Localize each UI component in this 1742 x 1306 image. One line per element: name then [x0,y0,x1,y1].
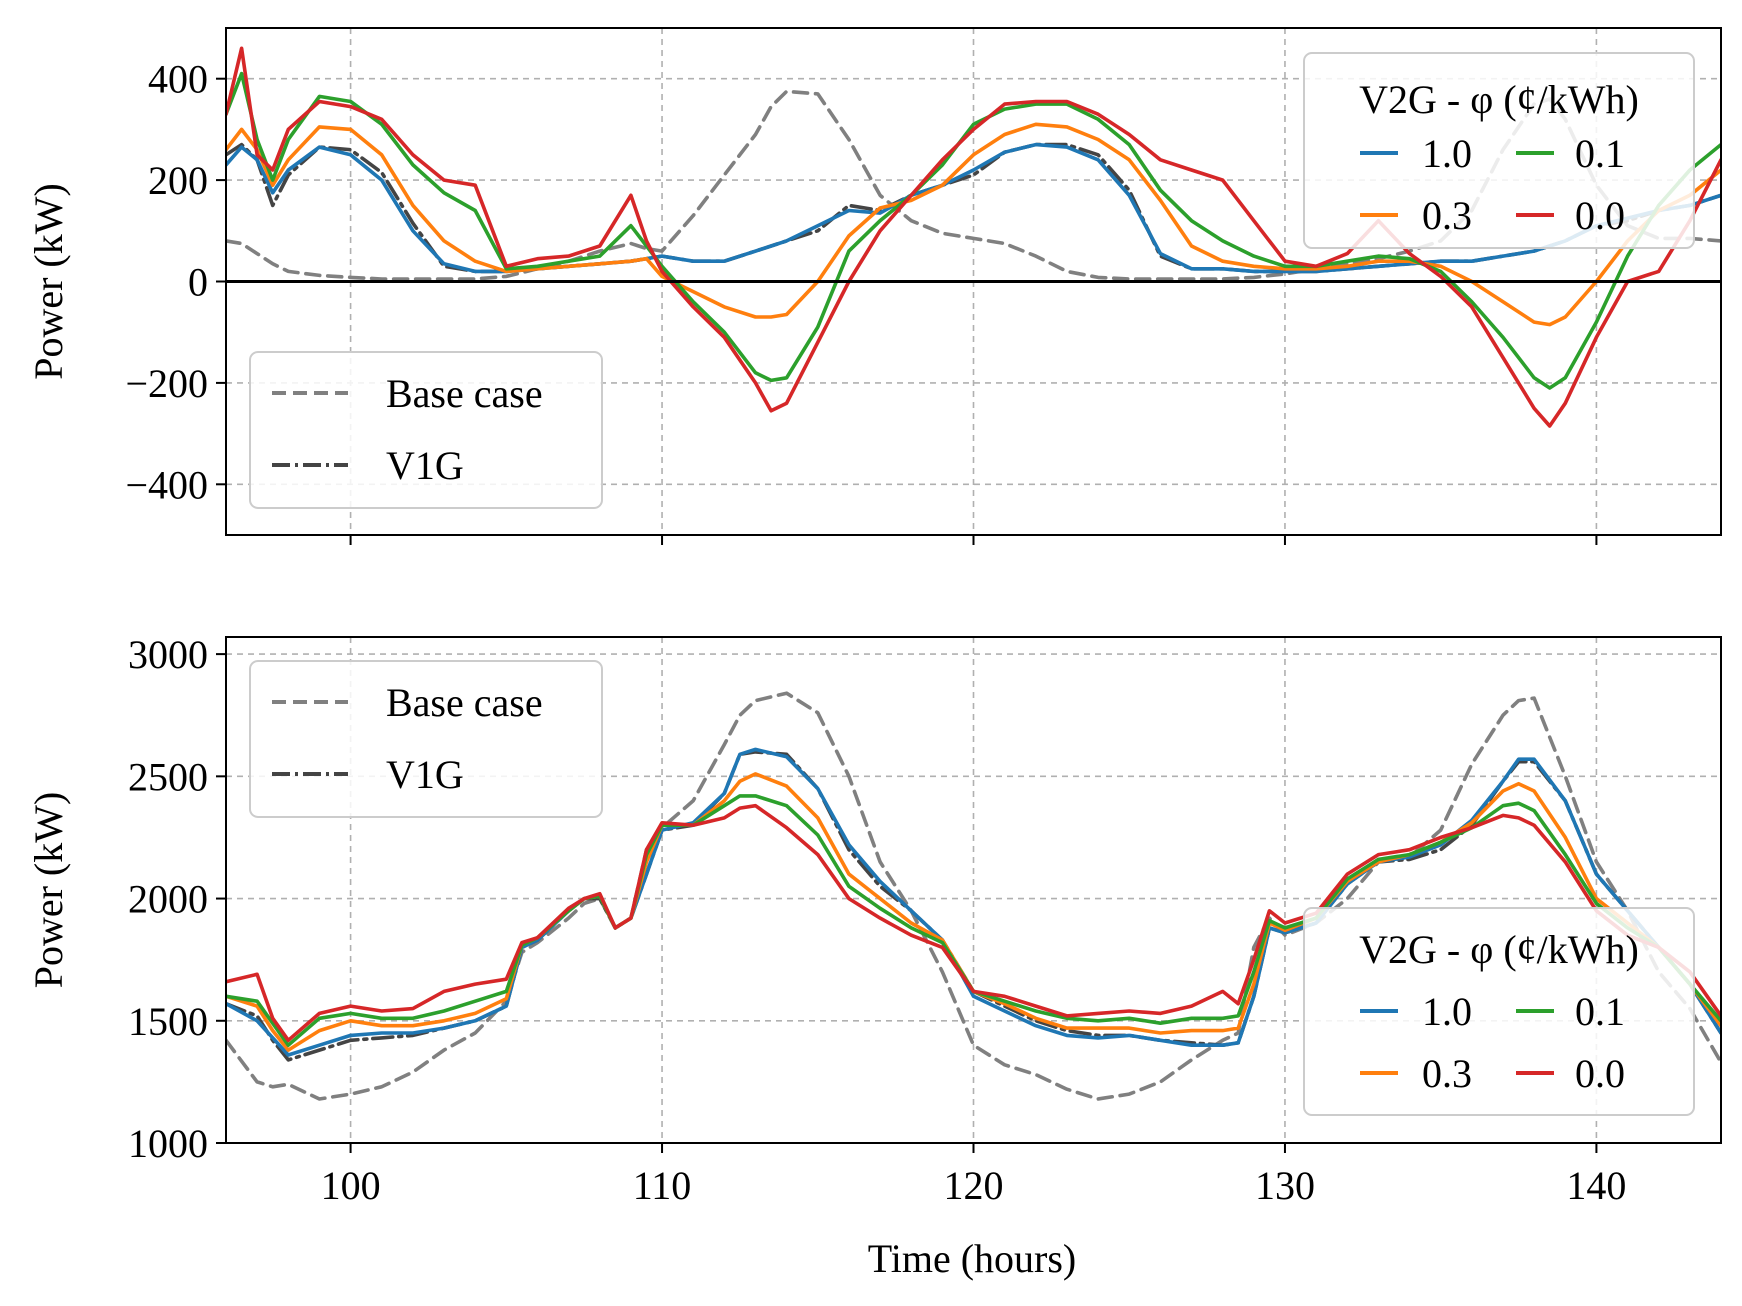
top-style-legend: Base case V1G [249,351,603,509]
legend-phi-1-0-label: 1.0 [1422,131,1472,176]
legend-phi-0-0-label: 0.0 [1575,1051,1625,1096]
top-ticks: −400 −200 0 200 400 [125,57,1598,545]
x-axis-label: Time (hours) [868,1236,1077,1281]
bottom-x-tick-label: 140 [1566,1163,1626,1208]
legend-phi-0-0-label: 0.0 [1575,193,1625,238]
bottom-series [226,691,1721,1101]
bottom-style-legend: Base case V1G [249,660,603,818]
legend-base-case-label: Base case [386,371,543,416]
top-y-tick-label: −200 [125,361,208,406]
top-y-tick-label: 200 [148,158,208,203]
top-v2g-legend: V2G - φ (¢/kWh) 1.0 0.3 0.1 0.0 [1303,52,1695,249]
bottom-y-axis-label: Power (kW) [26,792,71,989]
bottom-y-tick-label: 2000 [128,877,208,922]
legend-v1g-label: V1G [386,752,464,797]
legend-phi-0-1-label: 0.1 [1575,131,1625,176]
bottom-ticks: 100 110 120 130 140 1000 1500 2000 2500 3000 [128,632,1626,1208]
bottom-x-tick-label: 120 [944,1163,1004,1208]
legend-v2g-title: V2G - φ (¢/kWh) [1359,77,1639,122]
top-v2g-legend-box [1303,52,1695,249]
legend-v2g-title: V2G - φ (¢/kWh) [1359,927,1639,972]
legend-phi-0-3-label: 0.3 [1422,193,1472,238]
bottom-y-tick-label: 1000 [128,1121,208,1166]
legend-base-case-label: Base case [386,680,543,725]
top-y-axis-label: Power (kW) [26,183,71,380]
bottom-series-0-1 [226,794,1721,1047]
bottom-x-tick-label: 110 [633,1163,692,1208]
top-y-tick-label: −400 [125,462,208,507]
bottom-y-tick-label: 1500 [128,999,208,1044]
bottom-panel: 100 110 120 130 140 1000 1500 2000 2500 3000 Powe… [26,632,1722,1281]
top-y-tick-label: 400 [148,57,208,102]
bottom-v2g-legend: V2G - φ (¢/kWh) 1.0 0.3 0.1 0.0 [1303,907,1695,1116]
top-series-0-0 [226,46,1721,428]
legend-phi-0-3-label: 0.3 [1422,1051,1472,1096]
legend-v1g-label: V1G [386,443,464,488]
top-series-0-3 [226,122,1721,327]
bottom-x-tick-label: 130 [1255,1163,1315,1208]
top-panel: −400 −200 0 200 400 Power (kW) Base case V1G… [26,27,1722,545]
top-series-1-0 [226,142,1721,274]
bottom-x-tick-label: 100 [321,1163,381,1208]
top-y-tick-label: 0 [188,260,208,305]
bottom-y-tick-label: 3000 [128,632,208,677]
legend-phi-1-0-label: 1.0 [1422,989,1472,1034]
bottom-v2g-legend-box [1303,907,1695,1116]
bottom-series-0-0 [226,803,1721,1043]
legend-phi-0-1-label: 0.1 [1575,989,1625,1034]
bottom-y-tick-label: 2500 [128,754,208,799]
